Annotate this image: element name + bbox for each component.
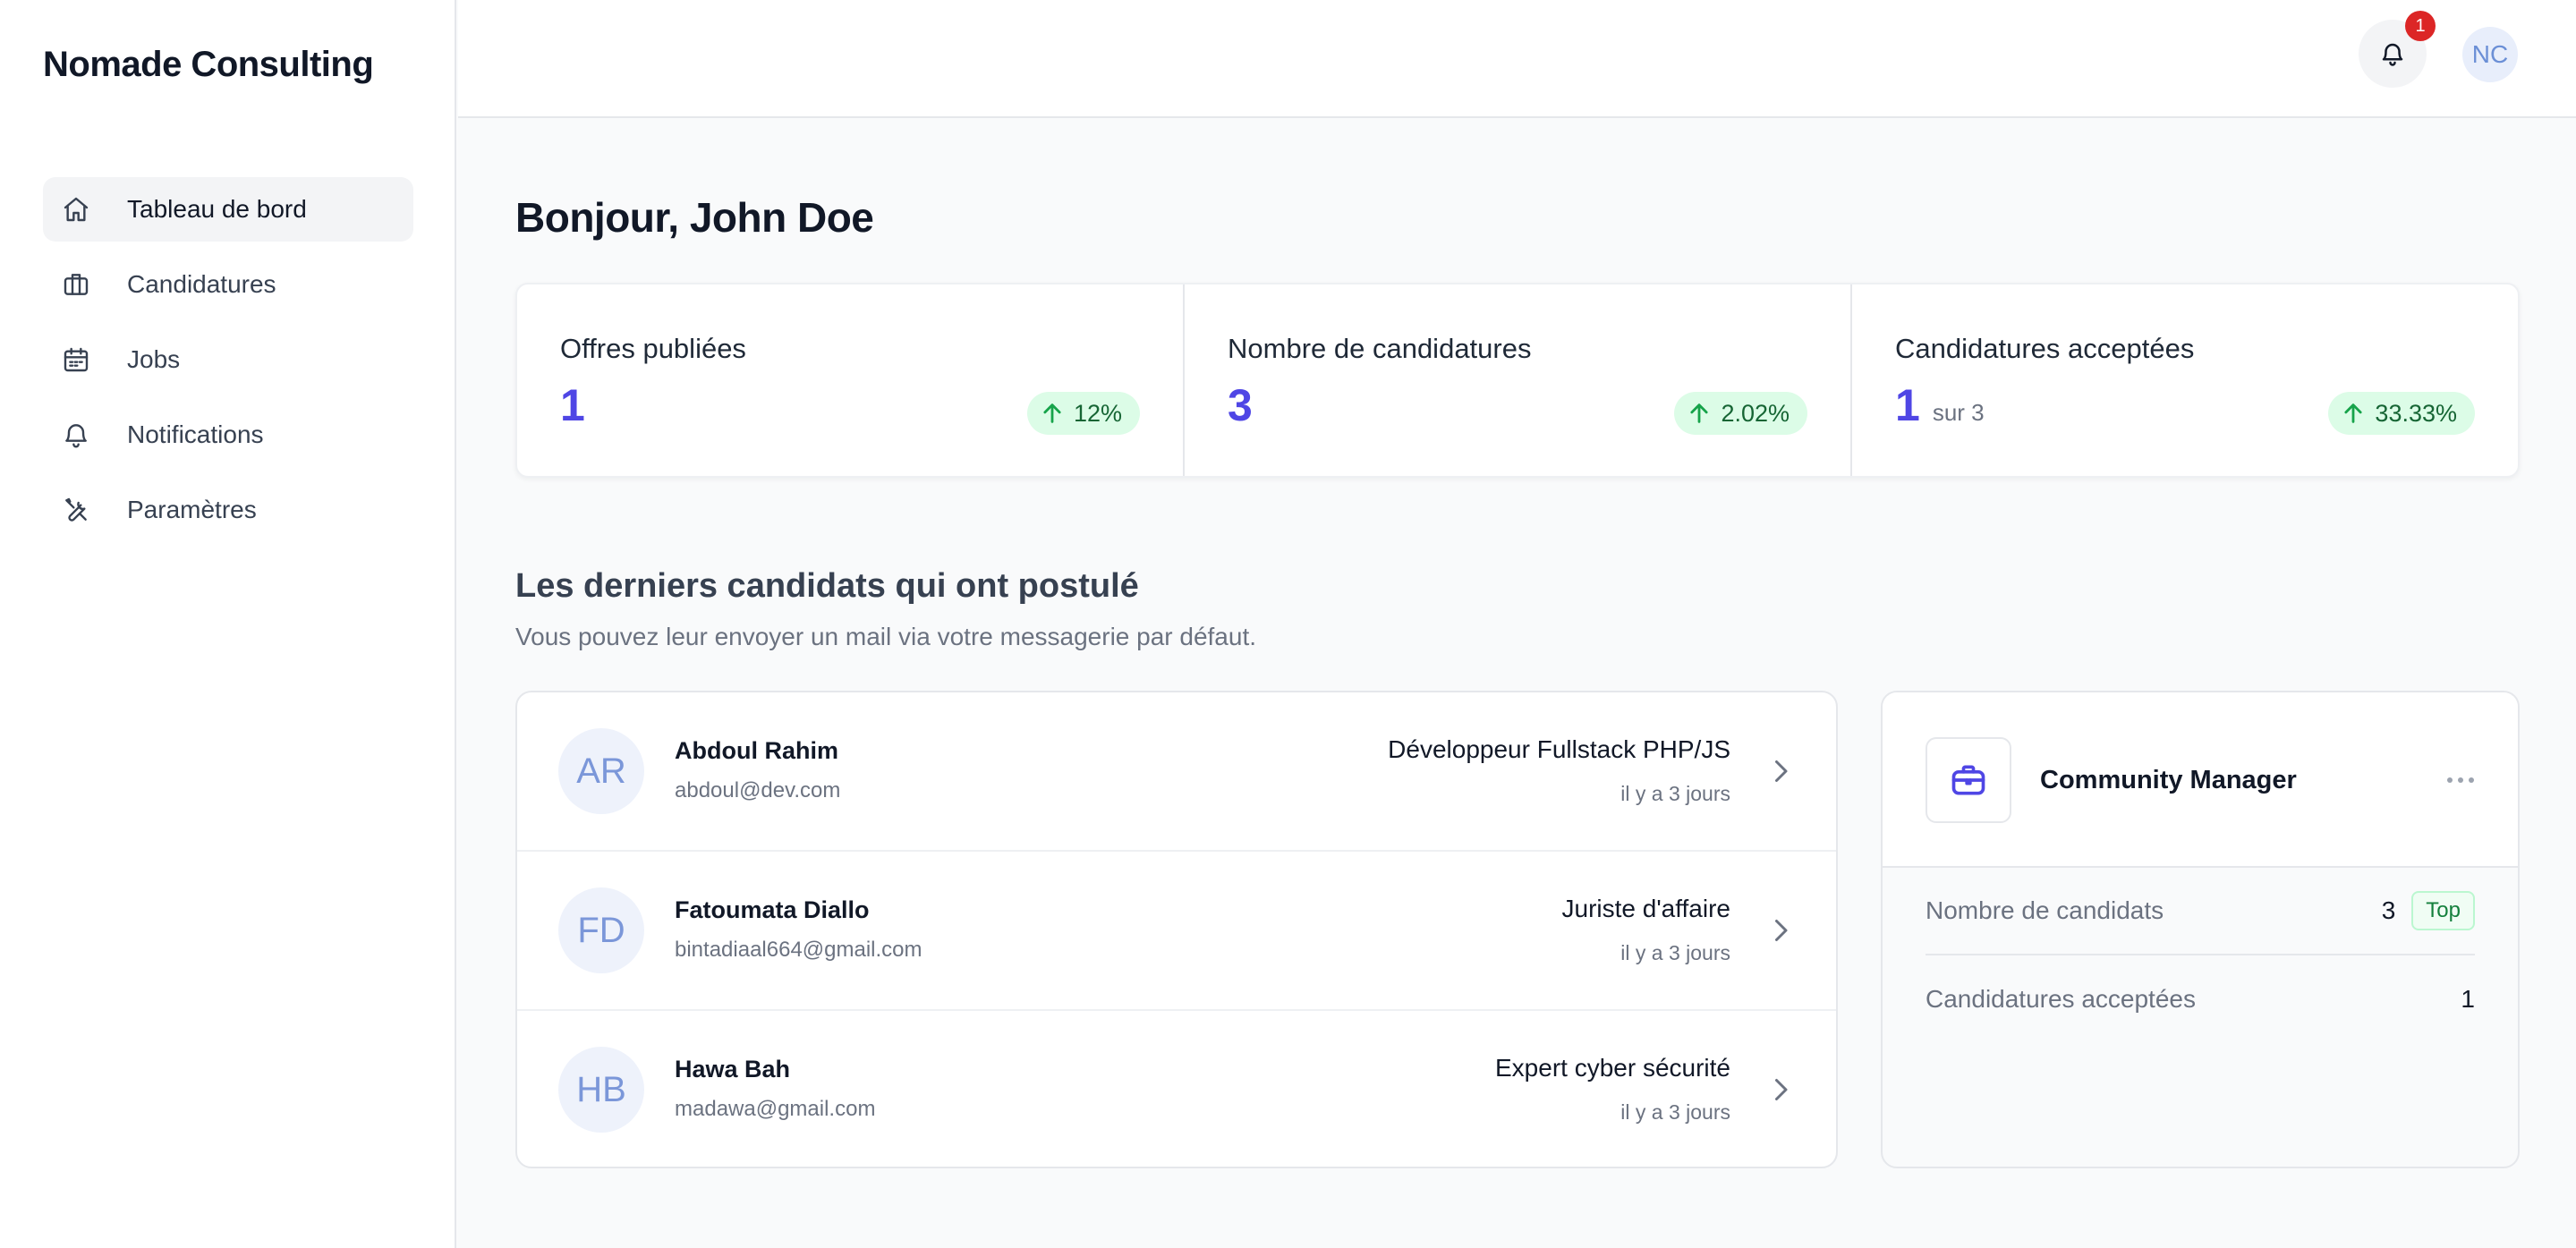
trend-value: 12% — [1073, 399, 1122, 427]
candidate-time: il y a 3 jours — [1620, 782, 1730, 805]
stat-acceptees: Candidatures acceptées 1 sur 3 33.33% — [1852, 284, 2518, 476]
more-options-icon[interactable] — [2443, 762, 2478, 798]
sidebar-nav: Tableau de bord Candidatures Jobs Notifi… — [43, 177, 413, 553]
job-stat-value: 3 Top — [2382, 891, 2475, 930]
sidebar-item-label: Paramètres — [127, 496, 257, 523]
stat-candidatures: Nombre de candidatures 3 2.02% — [1185, 284, 1852, 476]
job-stat-number: 1 — [2461, 985, 2475, 1013]
chevron-right-icon[interactable] — [1764, 914, 1797, 947]
stat-offres: Offres publiées 1 12% — [517, 284, 1185, 476]
stat-value: 1 sur 3 — [1895, 379, 1985, 431]
stat-label: Candidatures acceptées — [1895, 333, 2195, 364]
stat-label: Offres publiées — [560, 333, 746, 364]
arrow-up-icon — [2344, 403, 2362, 423]
sidebar-item-label: Candidatures — [127, 270, 276, 298]
trend-badge: 33.33% — [2328, 392, 2475, 435]
trend-value: 33.33% — [2375, 399, 2457, 427]
candidate-time: il y a 3 jours — [1620, 1100, 1730, 1124]
candidate-job: Expert cyber sécurité — [1495, 1054, 1730, 1082]
job-stat-row: Nombre de candidats 3 Top — [1926, 868, 2475, 955]
sidebar-item-jobs[interactable]: Jobs — [43, 327, 413, 392]
avatar: FD — [558, 887, 644, 973]
candidate-email: bintadiaal664@gmail.com — [675, 938, 922, 962]
page-title: Bonjour, John Doe — [515, 194, 874, 241]
candidate-email: abdoul@dev.com — [675, 778, 841, 802]
user-avatar[interactable]: NC — [2462, 27, 2518, 82]
list-item[interactable]: AR Abdoul Rahim abdoul@dev.com Développe… — [517, 692, 1836, 852]
candidate-email: madawa@gmail.com — [675, 1097, 876, 1121]
sidebar-item-dashboard[interactable]: Tableau de bord — [43, 177, 413, 242]
sidebar-item-label: Jobs — [127, 345, 181, 373]
sidebar-item-notifications[interactable]: Notifications — [43, 403, 413, 467]
candidate-job: Juriste d'affaire — [1561, 895, 1730, 922]
candidates-list: AR Abdoul Rahim abdoul@dev.com Développe… — [515, 691, 1838, 1168]
job-stat-label: Nombre de candidats — [1926, 896, 2164, 924]
stat-number: 1 — [560, 380, 585, 430]
stat-label: Nombre de candidatures — [1228, 333, 1532, 364]
arrow-up-icon — [1043, 403, 1061, 423]
top-header — [458, 0, 2576, 118]
stat-value: 3 — [1228, 379, 1253, 431]
avatar: AR — [558, 728, 644, 814]
stat-value: 1 — [560, 379, 585, 431]
chevron-right-icon[interactable] — [1764, 1074, 1797, 1106]
job-summary-card: Community Manager Nombre de candidats 3 … — [1881, 691, 2520, 1168]
trend-badge: 12% — [1026, 392, 1140, 435]
brand-name: Nomade Consulting — [43, 45, 374, 84]
list-item[interactable]: HB Hawa Bah madawa@gmail.com Expert cybe… — [517, 1011, 1836, 1167]
candidate-time: il y a 3 jours — [1620, 941, 1730, 964]
briefcase-icon — [61, 269, 91, 300]
status-badge: Top — [2411, 891, 2475, 930]
avatar: HB — [558, 1047, 644, 1133]
trend-value: 2.02% — [1721, 399, 1790, 427]
job-title: Community Manager — [2040, 766, 2297, 794]
bell-icon — [61, 420, 91, 450]
chevron-right-icon[interactable] — [1764, 755, 1797, 787]
sidebar: Nomade Consulting Tableau de bord Candid… — [0, 0, 456, 1248]
candidate-name: Fatoumata Diallo — [675, 896, 870, 923]
calendar-icon — [61, 344, 91, 375]
sidebar-item-settings[interactable]: Paramètres — [43, 478, 413, 542]
stat-number: 1 — [1895, 380, 1920, 430]
arrow-up-icon — [1690, 403, 1709, 423]
stat-sub: sur 3 — [1932, 399, 1985, 426]
job-stat-value: 1 — [2461, 985, 2475, 1014]
sidebar-item-label: Tableau de bord — [127, 195, 307, 223]
stats-card: Offres publiées 1 12% Nombre de candidat… — [515, 283, 2520, 478]
job-card-header: Community Manager — [1883, 692, 2518, 868]
tools-icon — [61, 495, 91, 525]
stat-number: 3 — [1228, 380, 1253, 430]
candidate-name: Abdoul Rahim — [675, 737, 838, 764]
bell-icon — [2382, 43, 2403, 66]
trend-badge: 2.02% — [1674, 392, 1807, 435]
job-stat-row: Candidatures acceptées 1 — [1926, 955, 2475, 1043]
section-subtitle: Vous pouvez leur envoyer un mail via vot… — [515, 623, 1257, 650]
job-stat-label: Candidatures acceptées — [1926, 985, 2196, 1013]
section-title: Les derniers candidats qui ont postulé — [515, 567, 1139, 605]
job-stat-number: 3 — [2381, 896, 2396, 924]
sidebar-item-label: Notifications — [127, 420, 264, 448]
home-icon — [61, 194, 91, 225]
candidate-name: Hawa Bah — [675, 1056, 791, 1082]
candidate-job: Développeur Fullstack PHP/JS — [1388, 735, 1730, 763]
notification-count-badge: 1 — [2405, 11, 2436, 41]
job-card-stats: Nombre de candidats 3 Top Candidatures a… — [1926, 868, 2475, 1043]
list-item[interactable]: FD Fatoumata Diallo bintadiaal664@gmail.… — [517, 852, 1836, 1011]
briefcase-icon — [1926, 737, 2011, 823]
sidebar-item-candidatures[interactable]: Candidatures — [43, 252, 413, 317]
